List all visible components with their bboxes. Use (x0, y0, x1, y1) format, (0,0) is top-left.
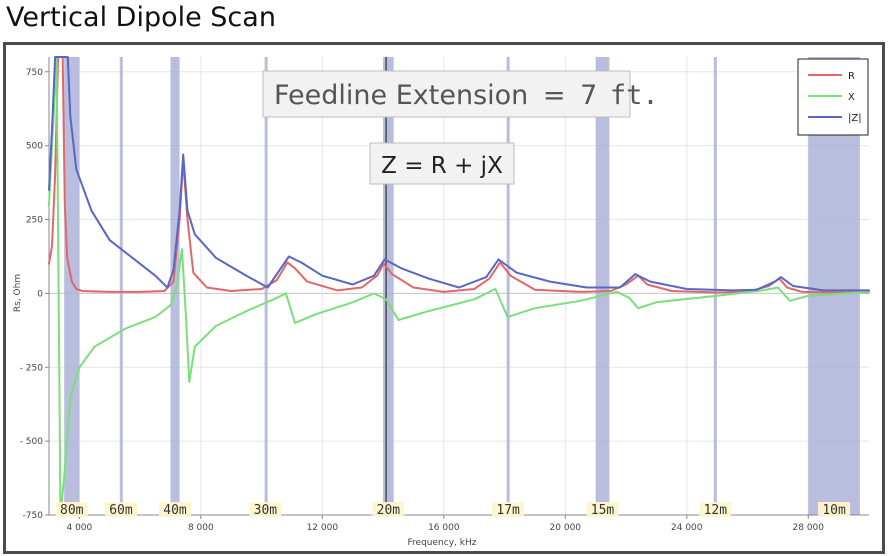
series-line-x (48, 56, 870, 516)
y-tick-label: 0 (37, 289, 43, 299)
feedline-eq: = (543, 80, 566, 111)
x-tick-label: 24 000 (671, 523, 703, 533)
x-tick-label: 12 000 (307, 523, 339, 533)
band-label-text: 20m (377, 503, 401, 518)
y-tick-label: - 250 (20, 363, 44, 373)
band-label-10m: 10m (818, 502, 851, 518)
band-label-bg (372, 502, 405, 517)
x-axis-label: Frequency, kHz (408, 538, 477, 548)
formula-text: Z = R + jX (381, 153, 503, 179)
band-label-bg (699, 502, 732, 517)
band-label-text: 10m (822, 503, 846, 518)
band-label-40m: 40m (159, 502, 192, 518)
page-title: Vertical Dipole Scan (6, 2, 276, 33)
band-label-bg (104, 502, 137, 517)
band-label-bg (55, 502, 88, 517)
feedline-label: Feedline Extension (274, 80, 528, 111)
band-40m (170, 57, 180, 515)
y-axis-label: Rs, Ohm (13, 274, 23, 312)
band-60m (119, 57, 123, 515)
band-17m (506, 57, 510, 515)
series-line-r (48, 56, 870, 294)
y-tick-label: 500 (26, 142, 43, 152)
band-15m (595, 57, 610, 515)
axes: Frequency, kHz Rs, Ohm 4 000 8 000 12 000 1… (13, 57, 869, 548)
band-80m (64, 57, 80, 515)
legend-label: X (848, 92, 855, 103)
y-tick-label: 750 (26, 68, 43, 78)
formula-annotation-box (369, 142, 515, 185)
feedline-value: 7 (580, 80, 597, 111)
y-tick-label: 250 (26, 216, 43, 226)
band-labels: 80m 60m 40m 30m 20m 17m 15m 12m 10m (55, 502, 851, 518)
feedline-annotation-box (262, 70, 631, 118)
feedline-annotation: Feedline Extension = 7 ft. (262, 70, 659, 118)
band-label-text: 80m (60, 503, 84, 518)
band-label-15m: 15m (586, 502, 619, 518)
x-tick-label: 16 000 (428, 523, 460, 533)
band-label-60m: 60m (104, 502, 137, 518)
band-label-bg (159, 502, 192, 517)
band-label-80m: 80m (55, 502, 88, 518)
impedance-chart: Frequency, kHz Rs, Ohm 4 000 8 000 12 000 1… (13, 56, 870, 548)
series-lines (48, 56, 870, 516)
x-tick-label: 8 000 (188, 523, 214, 533)
x-tick-label: 20 000 (550, 523, 582, 533)
band-12m (713, 57, 717, 515)
band-label-bg (249, 502, 282, 517)
y-tick-label: - 500 (20, 437, 44, 447)
band-label-text: 30m (254, 503, 278, 518)
series-line-z (48, 56, 870, 292)
y-tick-label: -750 (23, 511, 44, 521)
band-label-text: 12m (704, 503, 728, 518)
band-20m (383, 57, 394, 515)
legend-label: R (848, 71, 855, 82)
legend-label: |Z| (848, 113, 862, 124)
band-label-12m: 12m (699, 502, 732, 518)
band-label-bg (492, 502, 525, 517)
band-label-20m: 20m (372, 502, 405, 518)
chart-frame: Frequency, kHz Rs, Ohm 4 000 8 000 12 000 1… (3, 42, 885, 554)
band-label-text: 60m (109, 503, 133, 518)
band-label-bg (586, 502, 619, 517)
x-tick-label: 4 000 (66, 523, 92, 533)
feedline-unit: ft. (610, 80, 659, 111)
svg-text:Feedline Extension =: Feedline Extension = 7 ft. (274, 80, 659, 111)
band-label-text: 40m (163, 503, 187, 518)
band-label-bg (818, 502, 851, 517)
band-label-text: 15m (591, 503, 615, 518)
legend: RX |Z| (797, 58, 869, 136)
band-label-text: 17m (496, 503, 520, 518)
band-label-30m: 30m (249, 502, 282, 518)
formula-annotation: Z = R + jX (369, 142, 515, 185)
band-label-17m: 17m (492, 502, 525, 518)
x-tick-label: 28 000 (793, 523, 825, 533)
